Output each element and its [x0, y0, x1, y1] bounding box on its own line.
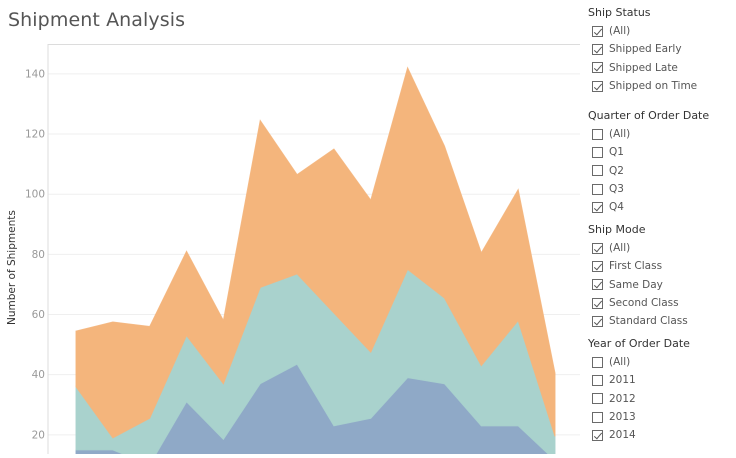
filter-item-shipped-on-time[interactable]: Shipped on Time	[588, 77, 697, 95]
filter-label: 2013	[609, 411, 636, 424]
checkbox[interactable]	[592, 393, 603, 405]
filter-label: First Class	[609, 260, 663, 273]
checkbox[interactable]	[592, 62, 603, 74]
checkbox[interactable]	[592, 374, 603, 386]
filter-label: Shipped Early	[609, 43, 682, 56]
filter-label: Standard Class	[609, 315, 688, 328]
chart-canvas[interactable]: 20 40 60 80 100 120 140	[0, 0, 580, 458]
checkbox[interactable]	[592, 165, 603, 177]
filter-item-standard-class[interactable]: Standard Class	[588, 312, 688, 330]
y-tick-label: 60	[32, 309, 45, 321]
y-axis-ticks: 20 40 60 80 100 120 140	[25, 68, 45, 441]
y-axis-label-wrap: Number of Shipments	[6, 210, 20, 445]
y-axis-label: Number of Shipments	[6, 210, 18, 325]
filter-label: 2012	[609, 392, 636, 405]
filter-label: (All)	[609, 25, 631, 38]
filter-label: (All)	[609, 128, 631, 141]
filter-item-2013[interactable]: 2013	[588, 408, 690, 426]
checkbox[interactable]	[592, 183, 603, 195]
filter-item-all[interactable]: (All)	[588, 22, 697, 40]
filter-label: Q3	[609, 183, 624, 196]
filter-ship-status: Ship Status (All) Shipped Early Shipped …	[588, 4, 697, 95]
y-tick-label: 20	[32, 429, 45, 441]
checkbox[interactable]	[592, 315, 603, 327]
dashboard-title: Shipment Analysis	[8, 9, 186, 31]
filter-title: Quarter of Order Date	[588, 109, 710, 122]
checkbox[interactable]	[592, 297, 603, 309]
filter-item-q4[interactable]: Q4	[588, 198, 709, 216]
filter-year: Year of Order Date (All) 2011 2012 2013 …	[588, 335, 690, 444]
filter-item-all[interactable]: (All)	[588, 239, 688, 257]
checkbox[interactable]	[592, 146, 603, 158]
filter-item-q3[interactable]: Q3	[588, 180, 709, 198]
checkbox[interactable]	[592, 25, 603, 37]
filter-item-2014[interactable]: 2014	[588, 426, 690, 444]
filter-title: Ship Status	[588, 6, 651, 19]
filter-label: Second Class	[609, 297, 679, 310]
filter-item-first-class[interactable]: First Class	[588, 257, 688, 275]
filter-quarter: Quarter of Order Date (All) Q1 Q2 Q3 Q4	[588, 107, 709, 216]
filter-label: 2014	[609, 429, 636, 442]
filter-label: Q1	[609, 146, 624, 159]
checkbox[interactable]	[592, 201, 603, 213]
filter-item-shipped-late[interactable]: Shipped Late	[588, 59, 697, 77]
checkbox[interactable]	[592, 80, 603, 92]
filter-item-same-day[interactable]: Same Day	[588, 276, 688, 294]
filter-ship-mode: Ship Mode (All) First Class Same Day Sec…	[588, 221, 688, 330]
filter-title: Year of Order Date	[588, 337, 690, 350]
filter-item-shipped-early[interactable]: Shipped Early	[588, 40, 697, 58]
filter-label: Same Day	[609, 278, 663, 291]
filter-item-second-class[interactable]: Second Class	[588, 294, 688, 312]
filter-label: Q2	[609, 164, 624, 177]
checkbox[interactable]	[592, 356, 603, 368]
y-tick-label: 80	[32, 249, 45, 261]
filter-label: (All)	[609, 356, 631, 369]
filter-item-all[interactable]: (All)	[588, 353, 690, 371]
filter-label: Shipped Late	[609, 61, 678, 74]
checkbox[interactable]	[592, 260, 603, 272]
checkbox[interactable]	[592, 128, 603, 140]
filter-label: (All)	[609, 242, 631, 255]
filter-item-2011[interactable]: 2011	[588, 371, 690, 389]
y-tick-label: 40	[32, 369, 45, 381]
filter-item-q2[interactable]: Q2	[588, 162, 709, 180]
y-tick-label: 140	[25, 68, 45, 80]
filter-label: Shipped on Time	[609, 80, 698, 93]
area-chart: 20 40 60 80 100 120 140 Number of Shipments	[0, 0, 580, 458]
area-shipped-late[interactable]	[75, 66, 556, 439]
y-tick-label: 120	[25, 129, 45, 141]
stacked-areas	[75, 66, 556, 458]
filter-title: Ship Mode	[588, 223, 646, 236]
checkbox[interactable]	[592, 242, 603, 254]
y-tick-label: 100	[25, 189, 45, 201]
checkbox[interactable]	[592, 429, 603, 441]
filter-item-2012[interactable]: 2012	[588, 390, 690, 408]
checkbox[interactable]	[592, 279, 603, 291]
checkbox[interactable]	[592, 411, 603, 423]
filter-label: Q4	[609, 201, 624, 214]
checkbox[interactable]	[592, 43, 603, 55]
filter-item-q1[interactable]: Q1	[588, 143, 709, 161]
filter-item-all[interactable]: (All)	[588, 125, 709, 143]
filter-label: 2011	[609, 374, 636, 387]
